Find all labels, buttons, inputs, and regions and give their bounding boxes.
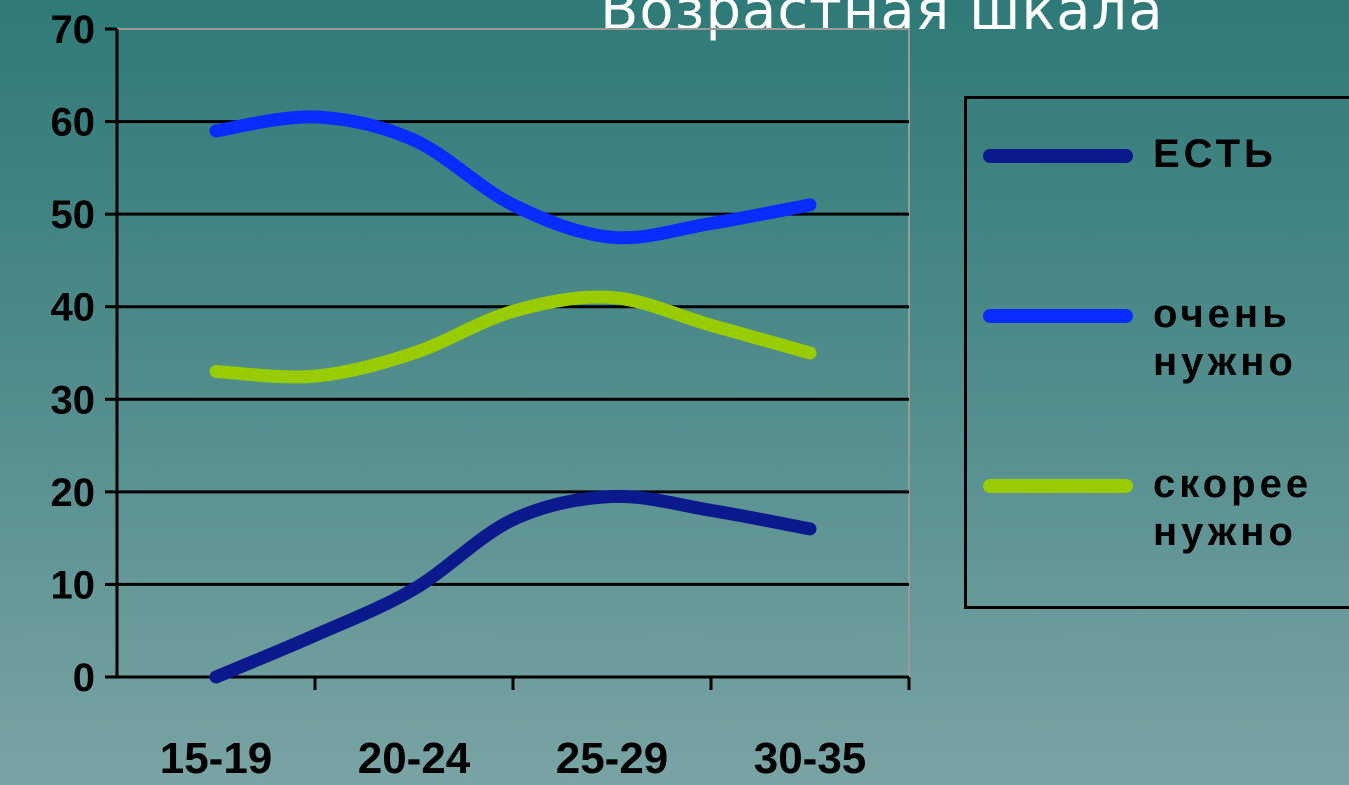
series-1-point-1 <box>314 116 316 118</box>
series-2-point-2 <box>413 352 415 354</box>
series-0-point-5 <box>710 509 712 511</box>
series-1-point-2 <box>413 139 415 141</box>
plot-area-border <box>117 28 910 677</box>
series-2-point-0 <box>215 371 217 373</box>
series-0-point-2 <box>413 588 415 590</box>
x-tick-label-1: 20-24 <box>358 734 471 783</box>
y-tick-label-7: 70 <box>51 8 96 52</box>
series-1-point-4 <box>611 236 613 238</box>
series-0-point-0 <box>215 676 217 678</box>
series-1-point-0 <box>215 130 217 132</box>
legend: ЕСТЬ очень нужно скорее нужно <box>964 96 1349 609</box>
x-tick-label-0: 15-19 <box>160 734 273 783</box>
legend-swatch-1 <box>983 309 1133 323</box>
y-tick-label-2: 20 <box>51 471 96 515</box>
y-tick-label-0: 0 <box>73 656 95 700</box>
series-line-0 <box>209 489 817 684</box>
line-chart: 0 10 20 30 40 50 60 70 15-19 20-24 25-29 30-35 <box>51 8 911 783</box>
series-0-point-1 <box>314 634 316 636</box>
tick-labels: 0 10 20 30 40 50 60 70 15-19 20-24 25-29 30-35 <box>51 8 867 783</box>
y-tick-label-1: 10 <box>51 563 96 607</box>
series-1-point-5 <box>710 222 712 224</box>
legend-swatch-0 <box>983 149 1133 163</box>
chart-title: Возрастная шкала <box>600 0 1164 43</box>
series-2-point-4 <box>611 296 613 298</box>
series-0-point-4 <box>611 495 613 497</box>
legend-label-0: ЕСТЬ <box>1153 130 1349 178</box>
series-2-point-6 <box>809 352 811 354</box>
legend-label-1-line-0: очень <box>1153 292 1291 336</box>
series-line-2 <box>209 290 817 384</box>
series-line-1 <box>209 110 817 245</box>
series-1-point-3 <box>512 204 514 206</box>
series-0-point-6 <box>809 528 811 530</box>
x-tick-label-3: 30-35 <box>754 734 867 783</box>
legend-label-2-line-0: скорее <box>1153 462 1313 506</box>
y-tick-label-6: 60 <box>51 101 96 145</box>
legend-swatch-2 <box>983 479 1133 493</box>
series-lines <box>209 110 817 684</box>
y-tick-label-4: 40 <box>51 286 96 330</box>
series-1-point-6 <box>809 204 811 206</box>
legend-label-0-line-0: ЕСТЬ <box>1153 132 1277 176</box>
series-2-point-1 <box>314 375 316 377</box>
series-2-point-3 <box>512 310 514 312</box>
legend-label-2: скорее нужно <box>1153 460 1349 556</box>
series-2-point-5 <box>710 324 712 326</box>
axes <box>105 27 911 690</box>
y-tick-label-3: 30 <box>51 378 96 422</box>
legend-label-2-line-1: нужно <box>1153 510 1297 554</box>
x-tick-label-2: 25-29 <box>556 734 669 783</box>
legend-label-1: очень нужно <box>1153 290 1349 386</box>
legend-label-1-line-1: нужно <box>1153 340 1297 384</box>
y-tick-label-5: 50 <box>51 193 96 237</box>
series-0-point-3 <box>512 519 514 521</box>
